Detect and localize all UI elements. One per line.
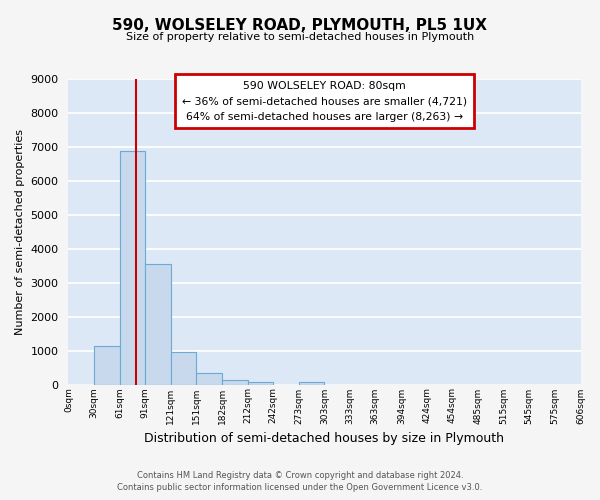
Y-axis label: Number of semi-detached properties: Number of semi-detached properties	[15, 129, 25, 335]
Text: 590, WOLSELEY ROAD, PLYMOUTH, PL5 1UX: 590, WOLSELEY ROAD, PLYMOUTH, PL5 1UX	[113, 18, 487, 32]
Bar	[145, 264, 170, 384]
Bar	[170, 352, 196, 384]
Bar	[299, 382, 325, 384]
Text: Contains HM Land Registry data © Crown copyright and database right 2024.: Contains HM Land Registry data © Crown c…	[137, 471, 463, 480]
Bar	[196, 373, 222, 384]
X-axis label: Distribution of semi-detached houses by size in Plymouth: Distribution of semi-detached houses by …	[145, 432, 505, 445]
Bar	[248, 382, 273, 384]
Bar	[120, 151, 145, 384]
Text: 590 WOLSELEY ROAD: 80sqm
← 36% of semi-detached houses are smaller (4,721)
64% o: 590 WOLSELEY ROAD: 80sqm ← 36% of semi-d…	[182, 80, 467, 122]
Bar	[94, 346, 120, 385]
Text: Size of property relative to semi-detached houses in Plymouth: Size of property relative to semi-detach…	[126, 32, 474, 42]
Text: Contains public sector information licensed under the Open Government Licence v3: Contains public sector information licen…	[118, 484, 482, 492]
Bar	[222, 380, 248, 384]
